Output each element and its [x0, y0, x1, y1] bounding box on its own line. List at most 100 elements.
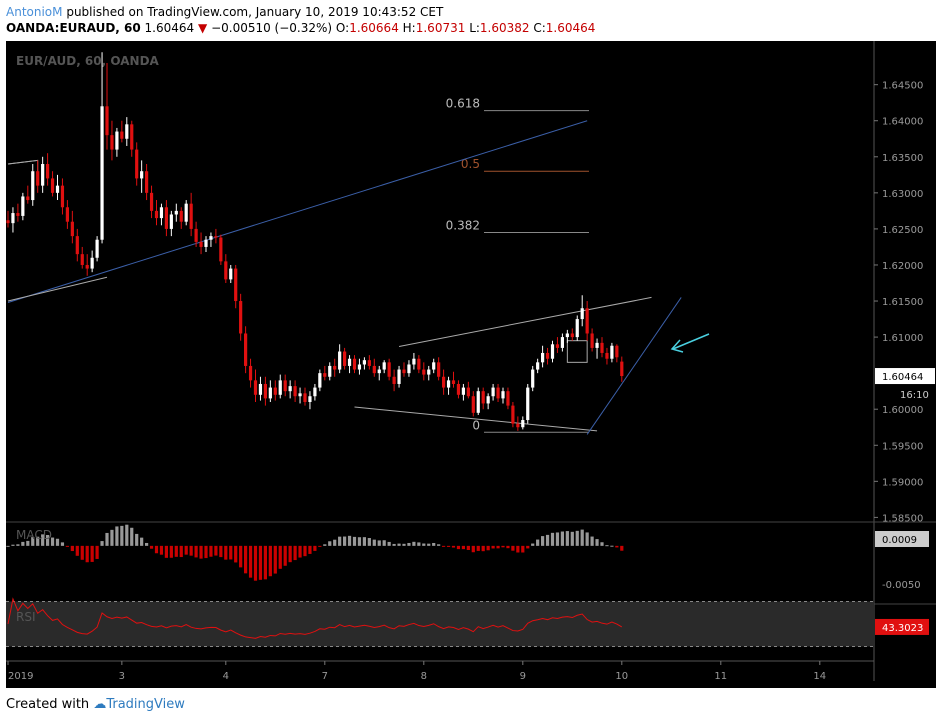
footer: Created with ☁TradingView — [6, 697, 185, 712]
close-value: 1.60464 — [545, 21, 596, 35]
macd-bar — [417, 542, 421, 546]
candle-body — [268, 387, 272, 399]
author-link[interactable]: AntonioM — [6, 5, 63, 19]
macd-bar — [338, 536, 342, 546]
rsi-value-box — [875, 618, 929, 635]
candle-body — [36, 171, 40, 186]
candle-body — [397, 369, 401, 384]
macd-bar — [432, 542, 436, 546]
candle-body — [466, 387, 470, 397]
y-tick-label: 1.64000 — [882, 117, 923, 128]
candle-body — [239, 301, 243, 334]
macd-bar — [244, 545, 248, 574]
candle-body — [476, 391, 480, 413]
candle-body — [194, 228, 198, 242]
candle-body — [481, 391, 485, 404]
macd-bar — [26, 540, 30, 546]
macd-bar — [516, 545, 520, 553]
candle-body — [501, 391, 505, 399]
y-tick-label: 1.61000 — [882, 333, 923, 344]
candle-body — [6, 220, 10, 224]
candle-body — [432, 362, 436, 370]
macd-bar — [328, 541, 332, 546]
macd-bar — [199, 545, 203, 559]
macd-bar — [90, 545, 94, 562]
macd-bar — [288, 545, 292, 563]
macd-bar — [125, 524, 129, 546]
macd-bar — [372, 539, 376, 546]
candle-body — [620, 361, 624, 377]
macd-bar — [600, 542, 604, 546]
candle-body — [298, 393, 302, 397]
macd-bar — [145, 542, 149, 546]
annotation-arrowhead-icon — [670, 339, 684, 353]
macd-bar — [570, 531, 574, 546]
macd-bar — [471, 545, 475, 553]
current-price-label: 1.60464 — [882, 372, 923, 383]
candle-body — [471, 396, 475, 413]
macd-bar — [318, 545, 322, 547]
drawn-segment — [398, 296, 652, 347]
last-price: 1.60464 — [144, 21, 195, 35]
y-tick-label: 1.60000 — [882, 405, 923, 416]
macd-bar — [209, 545, 213, 557]
macd-bar — [36, 536, 40, 546]
annotation-arrow-icon — [672, 333, 710, 350]
macd-bar — [219, 545, 223, 558]
macd-bar — [545, 534, 550, 546]
macd-bar — [60, 542, 65, 546]
macd-bar — [248, 545, 253, 578]
macd-bar — [446, 545, 451, 547]
candle-body — [575, 319, 579, 338]
macd-bar — [303, 545, 307, 557]
y-tick-label: 1.61500 — [882, 297, 923, 308]
macd-bar — [135, 533, 139, 546]
high-label: H: — [402, 21, 416, 35]
macd-bar — [382, 540, 386, 546]
candle-body — [11, 213, 15, 224]
candle-body — [521, 420, 525, 428]
published-text: published on TradingView.com, January 10… — [66, 5, 444, 19]
macd-bar — [179, 545, 183, 558]
chart-watermark: EUR/AUD, 60, OANDA — [16, 54, 160, 68]
candle-body — [595, 342, 599, 348]
rsi-line — [7, 597, 623, 639]
macd-bar — [273, 545, 277, 574]
candle-body — [486, 396, 490, 404]
fib-level-label: 0 — [472, 418, 480, 432]
candle-body — [555, 344, 560, 348]
macd-bar — [555, 532, 560, 546]
macd-bar — [130, 527, 134, 546]
macd-bar — [347, 535, 352, 546]
chart-area[interactable]: EUR/AUD, 60, OANDA 0.618 0.5 0.382 0 1.6450… — [6, 41, 936, 688]
candle-body — [278, 380, 282, 395]
macd-bar — [511, 545, 515, 551]
candle-body — [85, 264, 89, 269]
macd-bar — [154, 545, 159, 554]
candle-body — [46, 164, 50, 179]
candle-body — [516, 423, 520, 428]
price-chart-svg[interactable]: EUR/AUD, 60, OANDA 0.618 0.5 0.382 0 1.6450… — [6, 41, 936, 688]
candle-body — [541, 352, 545, 363]
macd-bar — [31, 537, 35, 546]
macd-bar — [476, 545, 480, 551]
macd-bar — [46, 534, 50, 546]
macd-bar — [343, 536, 347, 546]
macd-bar — [258, 545, 263, 580]
candle-body — [506, 391, 510, 406]
candle-body — [313, 387, 317, 397]
macd-bar — [605, 545, 609, 547]
footer-brand[interactable]: TradingView — [106, 697, 185, 712]
candle-body — [288, 386, 292, 392]
candle-body — [323, 373, 327, 377]
macd-bar — [427, 543, 431, 546]
candle-body — [338, 351, 342, 370]
macd-bar — [580, 529, 584, 546]
macd-bar — [239, 545, 243, 568]
candle-body — [204, 239, 208, 247]
macd-bar — [184, 545, 188, 555]
macd-bar — [531, 543, 535, 546]
symbol-label: OANDA:EURAUD, 60 — [6, 21, 141, 35]
candle-body — [308, 396, 312, 402]
macd-bar — [263, 545, 267, 580]
